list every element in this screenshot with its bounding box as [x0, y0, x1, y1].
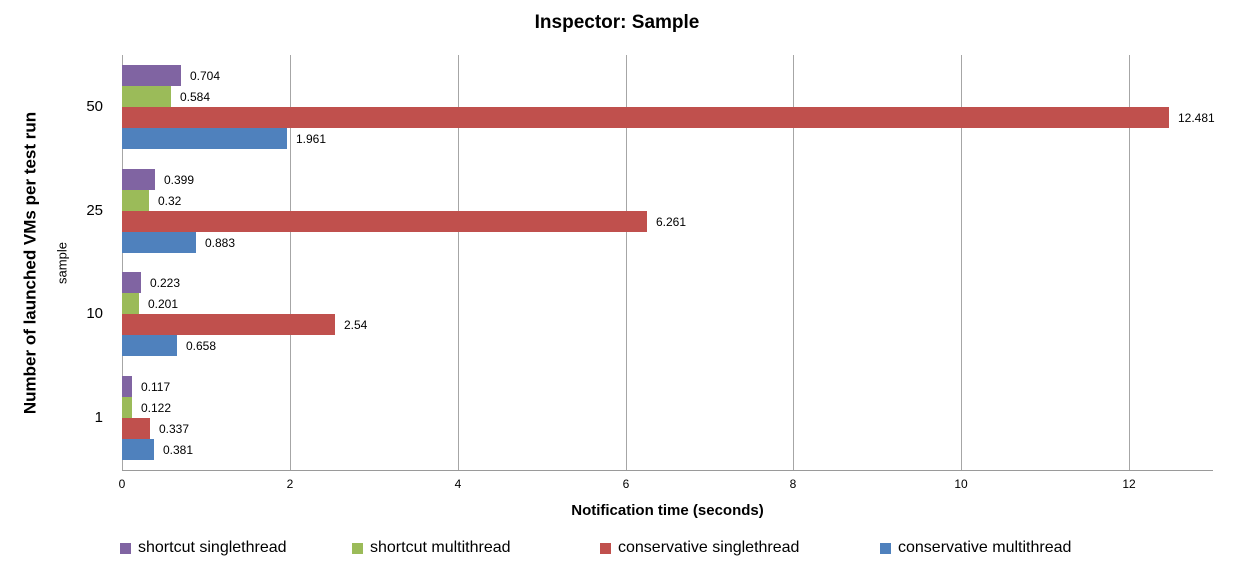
bar-value-label: 0.117: [141, 380, 171, 394]
plot-area: 0.704 0.584 12.481 1.961 0.399 0.32 6.261 0.883…: [122, 55, 1215, 471]
gridline: [626, 55, 627, 470]
bar-shortcut-multithread-cat-50: [122, 86, 171, 107]
legend: shortcut singlethread shortcut multithrea…: [0, 539, 1234, 563]
legend-item-shortcut-multithread: shortcut multithread: [352, 539, 511, 557]
bar-value-label: 12.481: [1178, 111, 1215, 125]
x-tick-label: 8: [789, 477, 797, 491]
x-tick-label: 10: [954, 477, 968, 491]
bar-value-label: 0.658: [186, 339, 217, 353]
bar-conservative-multithread-cat-50: [122, 128, 287, 149]
bar-conservative-multithread-cat-10: [122, 335, 177, 356]
bar-shortcut-multithread-cat-25: [122, 190, 149, 211]
legend-label: shortcut singlethread: [138, 539, 287, 556]
bar-value-label: 0.337: [159, 422, 190, 436]
y-category-labels: 50 25 10 1: [0, 55, 103, 470]
y-category-label: 50: [86, 98, 103, 115]
legend-label: shortcut multithread: [370, 539, 511, 556]
y-category-label: 10: [86, 305, 103, 322]
bar-value-label: 0.122: [141, 401, 172, 415]
bar-value-label: 0.201: [148, 297, 179, 311]
bar-conservative-multithread-cat-1: [122, 439, 154, 460]
x-tick-label: 2: [286, 477, 294, 491]
x-tick-labels: 0 2 4 6 8 10 12: [118, 477, 1213, 493]
chart-title: Inspector: Sample: [534, 12, 700, 33]
bar-value-label: 0.223: [150, 276, 181, 290]
gridline: [1129, 55, 1130, 470]
legend-swatch-icon: [120, 542, 131, 554]
bar-value-label: 6.261: [656, 215, 687, 229]
legend-label: conservative singlethread: [618, 539, 800, 556]
bar-shortcut-multithread-cat-10: [122, 293, 139, 314]
legend-swatch-icon: [880, 542, 891, 554]
gridline: [793, 55, 794, 470]
legend-item-shortcut-singlethread: shortcut singlethread: [120, 539, 287, 557]
bar-shortcut-singlethread-cat-10: [122, 272, 141, 293]
bar-conservative-singlethread-cat-50: [122, 107, 1169, 128]
gridline: [458, 55, 459, 470]
bar-conservative-singlethread-cat-10: [122, 314, 335, 335]
x-tick-label: 12: [1122, 477, 1136, 491]
bar-shortcut-singlethread-cat-50: [122, 65, 181, 86]
gridline: [122, 55, 123, 470]
legend-label: conservative multithread: [898, 539, 1072, 556]
bar-value-label: 0.399: [164, 173, 195, 187]
x-axis-title: Notification time (seconds): [571, 502, 764, 519]
gridline: [290, 55, 291, 470]
legend-item-conservative-singlethread: conservative singlethread: [600, 539, 799, 557]
bar-value-label: 1.961: [296, 132, 327, 146]
bar-value-label: 0.584: [180, 90, 211, 104]
bar-conservative-multithread-cat-25: [122, 232, 196, 253]
gridline: [961, 55, 962, 470]
bar-value-label: 0.32: [158, 194, 182, 208]
bar-value-label: 0.704: [190, 69, 221, 83]
x-tick-label: 4: [454, 477, 462, 491]
legend-item-conservative-multithread: conservative multithread: [880, 539, 1071, 557]
bar-value-label: 0.883: [205, 236, 236, 250]
legend-swatch-icon: [600, 542, 611, 554]
x-tick-label: 6: [622, 477, 630, 491]
bar-conservative-singlethread-cat-1: [122, 418, 150, 439]
bar-value-label: 0.381: [163, 443, 194, 457]
bar-shortcut-multithread-cat-1: [122, 397, 132, 418]
bar-conservative-singlethread-cat-25: [122, 211, 647, 232]
bar-shortcut-singlethread-cat-25: [122, 169, 155, 190]
x-tick-label: 0: [118, 477, 126, 491]
legend-swatch-icon: [352, 542, 363, 554]
y-category-label: 25: [86, 202, 103, 219]
bar-value-label: 2.54: [344, 318, 368, 332]
y-category-label: 1: [94, 409, 103, 426]
bar-shortcut-singlethread-cat-1: [122, 376, 132, 397]
